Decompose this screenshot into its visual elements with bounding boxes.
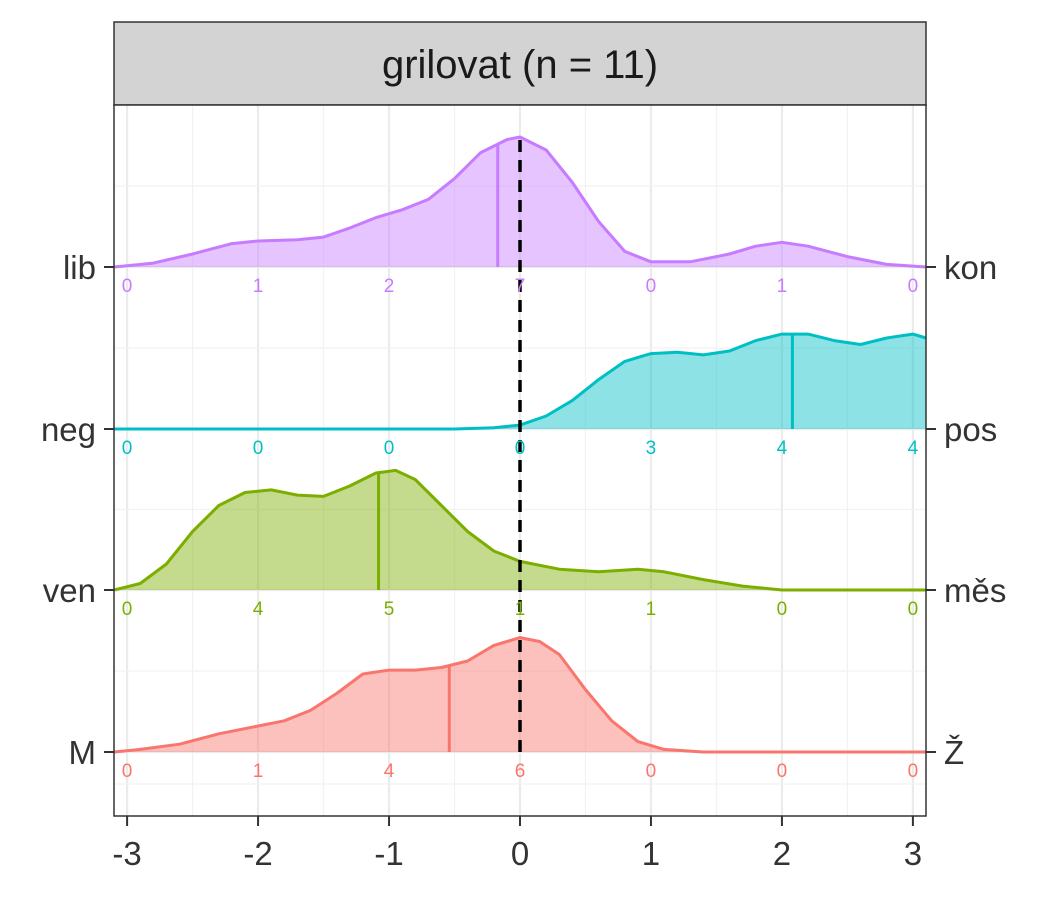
x-tick-label: 1 — [642, 835, 660, 872]
x-tick-label: 3 — [904, 835, 922, 872]
facet-title: grilovat (n = 11) — [382, 43, 658, 87]
count-label: 6 — [515, 761, 526, 782]
count-label: 0 — [646, 276, 657, 297]
ridge-area — [114, 334, 926, 429]
count-label: 0 — [777, 761, 788, 782]
count-label: 7 — [515, 276, 526, 297]
count-label: 0 — [646, 761, 657, 782]
y-label-left: lib — [63, 249, 96, 286]
count-label: 1 — [515, 599, 526, 620]
count-label: 2 — [384, 276, 395, 297]
count-label: 1 — [253, 276, 264, 297]
count-label: 0 — [515, 438, 526, 459]
ridge-line — [113, 135, 927, 269]
count-label: 0 — [908, 276, 919, 297]
count-label: 1 — [253, 761, 264, 782]
ridge-line — [114, 332, 927, 431]
y-label-left: neg — [41, 411, 96, 448]
count-label: 1 — [777, 276, 788, 297]
ridge-line — [113, 468, 926, 592]
count-label: 4 — [384, 761, 395, 782]
y-label-left: M — [69, 734, 97, 771]
y-label-right: měs — [944, 572, 1006, 609]
count-label: 0 — [122, 438, 133, 459]
count-label: 0 — [777, 599, 788, 620]
count-label: 0 — [384, 438, 395, 459]
ridge-area — [114, 470, 926, 590]
count-label: 0 — [122, 599, 133, 620]
x-tick-label: 2 — [773, 835, 791, 872]
y-label-right: pos — [944, 411, 997, 448]
facet-strip — [113, 21, 927, 106]
count-label: 0 — [253, 438, 264, 459]
y-label-right: Ž — [944, 734, 964, 771]
y-label-left: ven — [43, 572, 96, 609]
count-label: 0 — [908, 761, 919, 782]
count-label: 0 — [122, 761, 133, 782]
count-label: 4 — [253, 599, 264, 620]
count-labels: 0 1 4 6 0 0 0 0 4 5 1 1 0 0 0 0 0 0 3 4 4 0 1 2 7 0 1 0 — [122, 276, 919, 782]
ridge-line — [113, 636, 926, 754]
count-label: 1 — [646, 599, 657, 620]
ridge-area — [114, 637, 926, 752]
x-axis: -3 -2 -1 0 1 2 3 — [112, 816, 922, 872]
count-label: 0 — [122, 276, 133, 297]
count-label: 0 — [908, 599, 919, 620]
count-label: 3 — [646, 438, 657, 459]
y-label-right: kon — [944, 249, 997, 286]
count-label: 4 — [908, 438, 919, 459]
count-label: 5 — [384, 599, 395, 620]
x-tick-label: -2 — [243, 835, 272, 872]
count-label: 4 — [777, 438, 788, 459]
x-tick-label: -1 — [374, 835, 403, 872]
x-tick-label: 0 — [511, 835, 529, 872]
x-tick-label: -3 — [112, 835, 141, 872]
